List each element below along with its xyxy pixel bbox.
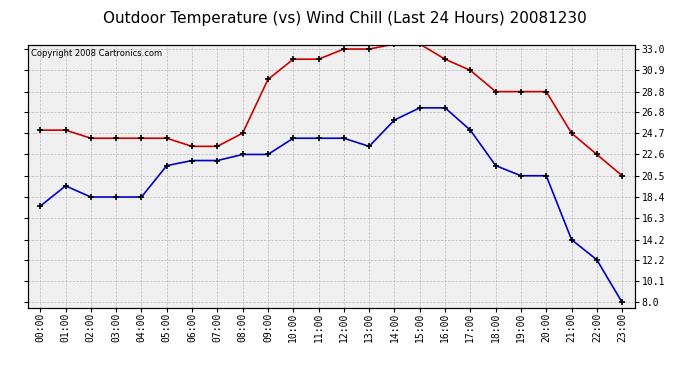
- Text: Copyright 2008 Cartronics.com: Copyright 2008 Cartronics.com: [30, 49, 161, 58]
- Text: Outdoor Temperature (vs) Wind Chill (Last 24 Hours) 20081230: Outdoor Temperature (vs) Wind Chill (Las…: [103, 11, 587, 26]
